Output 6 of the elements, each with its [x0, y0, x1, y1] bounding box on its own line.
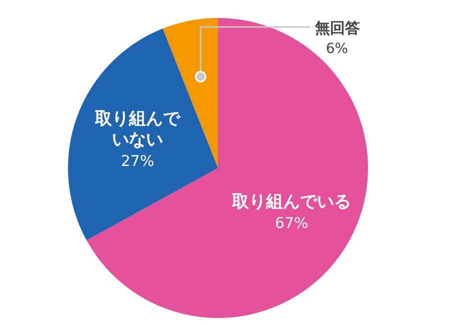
data-label: 67%: [274, 214, 308, 232]
slice-label: 取り組んでいない: [94, 109, 182, 150]
data-label: 27%: [120, 152, 154, 170]
slice-label: 無回答: [314, 19, 360, 37]
slice-label: 取り組んでいる: [231, 192, 352, 212]
data-label: 6%: [326, 41, 348, 57]
